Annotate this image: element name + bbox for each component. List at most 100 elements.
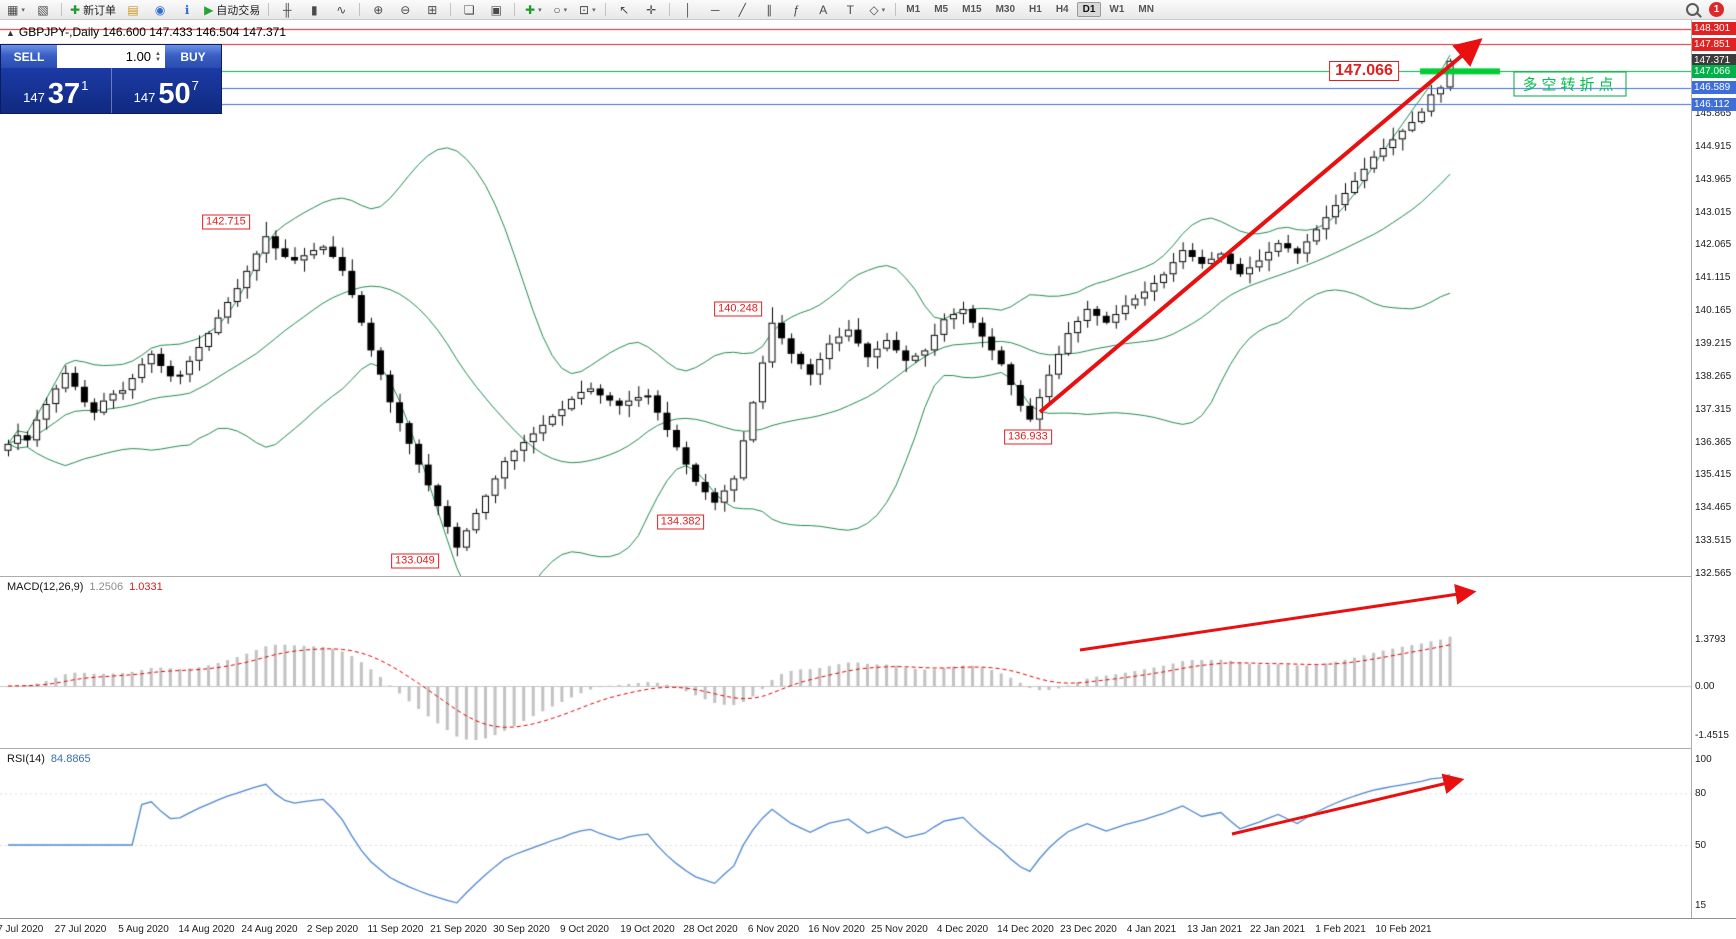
crosshair-icon: ✛ — [646, 2, 657, 17]
price-annotation[interactable]: 134.382 — [656, 514, 705, 530]
rsi-value: 84.8865 — [50, 753, 91, 765]
macd-label: MACD(12,26,9) 1.2506 1.0331 — [7, 581, 163, 593]
timeframe-toolbar: M1 M5 M15 M30 H1 H4 D1 W1 MN — [899, 2, 1161, 17]
sell-price-pips: 37 — [47, 78, 81, 110]
timeframe-m5[interactable]: M5 — [934, 4, 949, 15]
turning-point-note[interactable]: 多空转折点 — [1513, 71, 1627, 97]
price-axis-label: 135.415 — [1695, 469, 1732, 481]
rsi-axis-label: 80 — [1695, 788, 1707, 800]
price-axis-label: 138.265 — [1695, 370, 1732, 382]
depth-of-market-icon: ◉ — [154, 2, 166, 17]
price-line-label: 146.589 — [1692, 81, 1736, 95]
price-annotation-147066[interactable]: 147.066 — [1329, 61, 1399, 82]
cursor-icon[interactable]: ↖ — [612, 2, 636, 18]
volume-input[interactable]: 1.00 ▲ ▼ — [57, 45, 165, 68]
timeframe-h1[interactable]: H1 — [1029, 4, 1042, 15]
price-annotation[interactable]: 136.933 — [1003, 429, 1052, 445]
time-axis-label: 4 Dec 2020 — [936, 924, 989, 935]
channel-icon: ∥ — [766, 2, 773, 17]
info-icon[interactable]: ℹ — [175, 2, 199, 18]
price-line-label: 146.112 — [1692, 97, 1736, 111]
timeframe-mn[interactable]: MN — [1138, 4, 1154, 15]
grid-icon[interactable]: ⊞ — [420, 2, 444, 18]
sell-price[interactable]: 147 37 1 — [1, 68, 111, 113]
macd-indicator-canvas[interactable] — [0, 577, 1692, 748]
zoom-in-icon[interactable]: ⊕ — [366, 2, 390, 18]
timeframe-m1[interactable]: M1 — [906, 4, 921, 15]
zoom-out-icon: ⊖ — [400, 2, 411, 17]
horizontal-line-icon[interactable]: ─ — [703, 2, 727, 18]
timeframe-m15[interactable]: M15 — [962, 4, 982, 15]
line-chart-icon: ∿ — [336, 2, 347, 17]
text-icon: A — [819, 2, 828, 17]
trendline-icon: ╱ — [738, 2, 746, 17]
tile-windows-icon[interactable]: ❏ — [457, 2, 481, 18]
line-chart-icon[interactable]: ∿ — [329, 2, 353, 18]
sell-button[interactable]: SELL — [1, 45, 57, 68]
toolbar-items: ▦ ▾ ▧ ✚ 新订单 ▤ ◉ ℹ ▶ 自动交易 ╫ ▮ ∿ ⊕ ⊖ ⊞ ❏ ▣ ✚ ▾ ○ ▾ ⊡ ▾ ↖ ✛ │ ─ ╱ ∥ ƒ A T ◇ ▾ — [4, 2, 899, 18]
new-chart-icon[interactable]: ▦ ▾ — [4, 2, 28, 18]
rsi-axis-label: 100 — [1695, 754, 1712, 765]
text-label-icon[interactable]: T — [838, 2, 862, 18]
price-axis-label: 139.215 — [1695, 337, 1732, 349]
time-axis-label: 2 Sep 2020 — [306, 924, 359, 935]
notification-badge[interactable]: 1 — [1709, 2, 1724, 17]
vertical-line-icon[interactable]: │ — [676, 2, 700, 18]
zoom-in-icon: ⊕ — [373, 2, 384, 17]
templates-icon[interactable]: ⊡ ▾ — [575, 2, 599, 18]
price-axis-label: 136.365 — [1695, 436, 1732, 448]
time-axis-label: 25 Nov 2020 — [871, 924, 928, 935]
price-annotation[interactable]: 140.248 — [714, 301, 762, 317]
arrows-icon[interactable]: ◇ ▾ — [865, 2, 889, 18]
price-line-label: 147.371 — [1692, 54, 1736, 68]
new-order-button[interactable]: ✚ 新订单 — [68, 2, 118, 18]
ohlc-bars-icon[interactable]: ╫ — [275, 2, 299, 18]
macd-signal-value: 1.0331 — [129, 581, 163, 593]
time-axis-label: 23 Dec 2020 — [1060, 924, 1117, 935]
candlestick-chart-icon[interactable]: ▮ — [302, 2, 326, 18]
channel-icon[interactable]: ∥ — [757, 2, 781, 18]
timeframe-d1[interactable]: D1 — [1076, 2, 1102, 17]
price-annotation[interactable]: 142.715 — [201, 214, 250, 230]
depth-of-market-icon[interactable]: ◉ — [148, 2, 172, 18]
price-annotation[interactable]: 133.049 — [390, 553, 439, 569]
autotrading-button[interactable]: ▶ 自动交易 — [202, 2, 262, 18]
time-axis-label: 1 Feb 2021 — [1315, 924, 1366, 935]
cascade-windows-icon[interactable]: ▣ — [484, 2, 508, 18]
toolbar-separator — [268, 3, 270, 16]
chart-symbol-header: ▲ GBPJPY-,Daily 146.600 147.433 146.504 1… — [6, 25, 286, 39]
macd-panel-separator[interactable] — [0, 576, 1736, 577]
price-divider — [110, 68, 112, 113]
time-axis[interactable]: 17 Jul 2020 27 Jul 2020 5 Aug 2020 14 Aug 2… — [0, 918, 1736, 939]
trendline-icon[interactable]: ╱ — [730, 2, 754, 18]
price-axis[interactable]: 145.865 144.915 143.965 143.015 142.065 141.1… — [1692, 0, 1736, 939]
timeframe-w1[interactable]: W1 — [1109, 4, 1125, 15]
crosshair-icon[interactable]: ✛ — [639, 2, 663, 18]
rsi-indicator-canvas[interactable] — [0, 749, 1692, 918]
volume-stepper[interactable]: ▲ ▼ — [155, 50, 161, 63]
zoom-out-icon[interactable]: ⊖ — [393, 2, 417, 18]
time-axis-label: 21 Sep 2020 — [430, 924, 487, 935]
price-axis-label: 137.315 — [1695, 403, 1732, 415]
text-icon[interactable]: A — [811, 2, 835, 18]
coins-icon[interactable]: ▤ — [121, 2, 145, 18]
one-click-panel-toggle-icon[interactable]: ▲ — [6, 28, 15, 38]
buy-button[interactable]: BUY — [165, 45, 221, 68]
price-axis-label: 133.515 — [1695, 535, 1732, 547]
rsi-label: RSI(14) 84.8865 — [7, 753, 91, 765]
search-icon[interactable] — [1686, 3, 1699, 16]
timeframe-m30[interactable]: M30 — [995, 4, 1016, 15]
profiles-icon[interactable]: ▧ — [31, 2, 55, 18]
one-click-trading-panel: SELL 1.00 ▲ ▼ BUY 147 37 1 147 50 7 — [0, 44, 222, 114]
price-chart-canvas[interactable] — [0, 20, 1692, 576]
new-chart-icon: ▦ — [7, 2, 19, 17]
buy-price[interactable]: 147 50 7 — [112, 68, 222, 113]
indicators-icon[interactable]: ✚ ▾ — [521, 2, 545, 18]
fibonacci-icon[interactable]: ƒ — [784, 2, 808, 18]
rsi-panel-separator[interactable] — [0, 748, 1736, 749]
periods-icon[interactable]: ○ ▾ — [548, 2, 572, 18]
timeframe-h4[interactable]: H4 — [1055, 4, 1069, 15]
toolbar-separator — [514, 3, 516, 16]
coins-icon: ▤ — [127, 2, 139, 17]
